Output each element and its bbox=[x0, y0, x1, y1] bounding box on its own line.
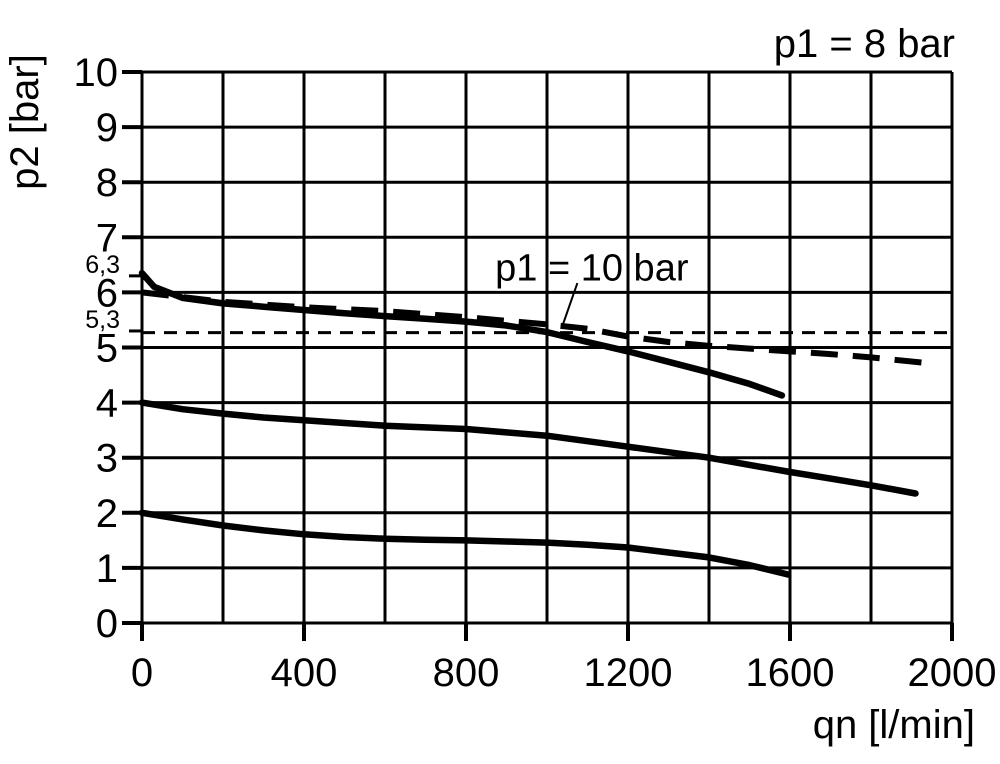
special-y-tick-label: 6,3 bbox=[85, 251, 120, 279]
data-curves bbox=[138, 269, 952, 578]
annotation-label-p1-10bar: p1 = 10 bar bbox=[495, 247, 689, 289]
special-y-tick-label: 5,3 bbox=[85, 306, 120, 334]
x-tick-label: 400 bbox=[271, 651, 338, 695]
x-tick-label: 0 bbox=[131, 651, 153, 695]
y-tick-label: 0 bbox=[96, 602, 118, 646]
grid-lines bbox=[140, 70, 954, 625]
x-tick-label: 2000 bbox=[908, 651, 997, 695]
y-tick-label: 1 bbox=[96, 547, 118, 591]
y-tick-label: 5 bbox=[96, 327, 118, 371]
y-tick-label: 8 bbox=[96, 161, 118, 205]
axis-ticks bbox=[122, 70, 954, 641]
curve-long-dash bbox=[141, 289, 937, 367]
x-tick-labels: 0 400 800 1200 1600 2000 bbox=[131, 651, 997, 695]
y-tick-label: 2 bbox=[96, 492, 118, 536]
curve-solid bbox=[138, 399, 919, 497]
y-tick-label: 6 bbox=[96, 271, 118, 315]
x-tick-label: 1200 bbox=[584, 651, 673, 695]
x-tick-label: 800 bbox=[433, 651, 500, 695]
special-pressure-marks: 6,3 5,3 bbox=[85, 251, 142, 334]
y-tick-label: 4 bbox=[96, 382, 118, 426]
y-tick-label: 3 bbox=[96, 437, 118, 481]
y-tick-label: 9 bbox=[96, 106, 118, 150]
y-tick-label: 7 bbox=[96, 216, 118, 260]
x-tick-label: 1600 bbox=[746, 651, 835, 695]
annotation-leader-line bbox=[561, 282, 579, 328]
condition-label-p1-8bar: p1 = 8 bar bbox=[774, 22, 955, 66]
curve-solid bbox=[138, 509, 792, 578]
curve-solid bbox=[138, 269, 786, 399]
annotation-p1-10bar: p1 = 10 bar bbox=[495, 247, 689, 328]
y-axis-title: p2 [bar] bbox=[3, 54, 47, 190]
y-tick-label: 10 bbox=[74, 51, 119, 95]
y-tick-labels: 0 1 2 3 4 5 6 7 8 9 10 bbox=[74, 51, 119, 646]
x-axis-title: qn [l/min] bbox=[813, 703, 975, 747]
